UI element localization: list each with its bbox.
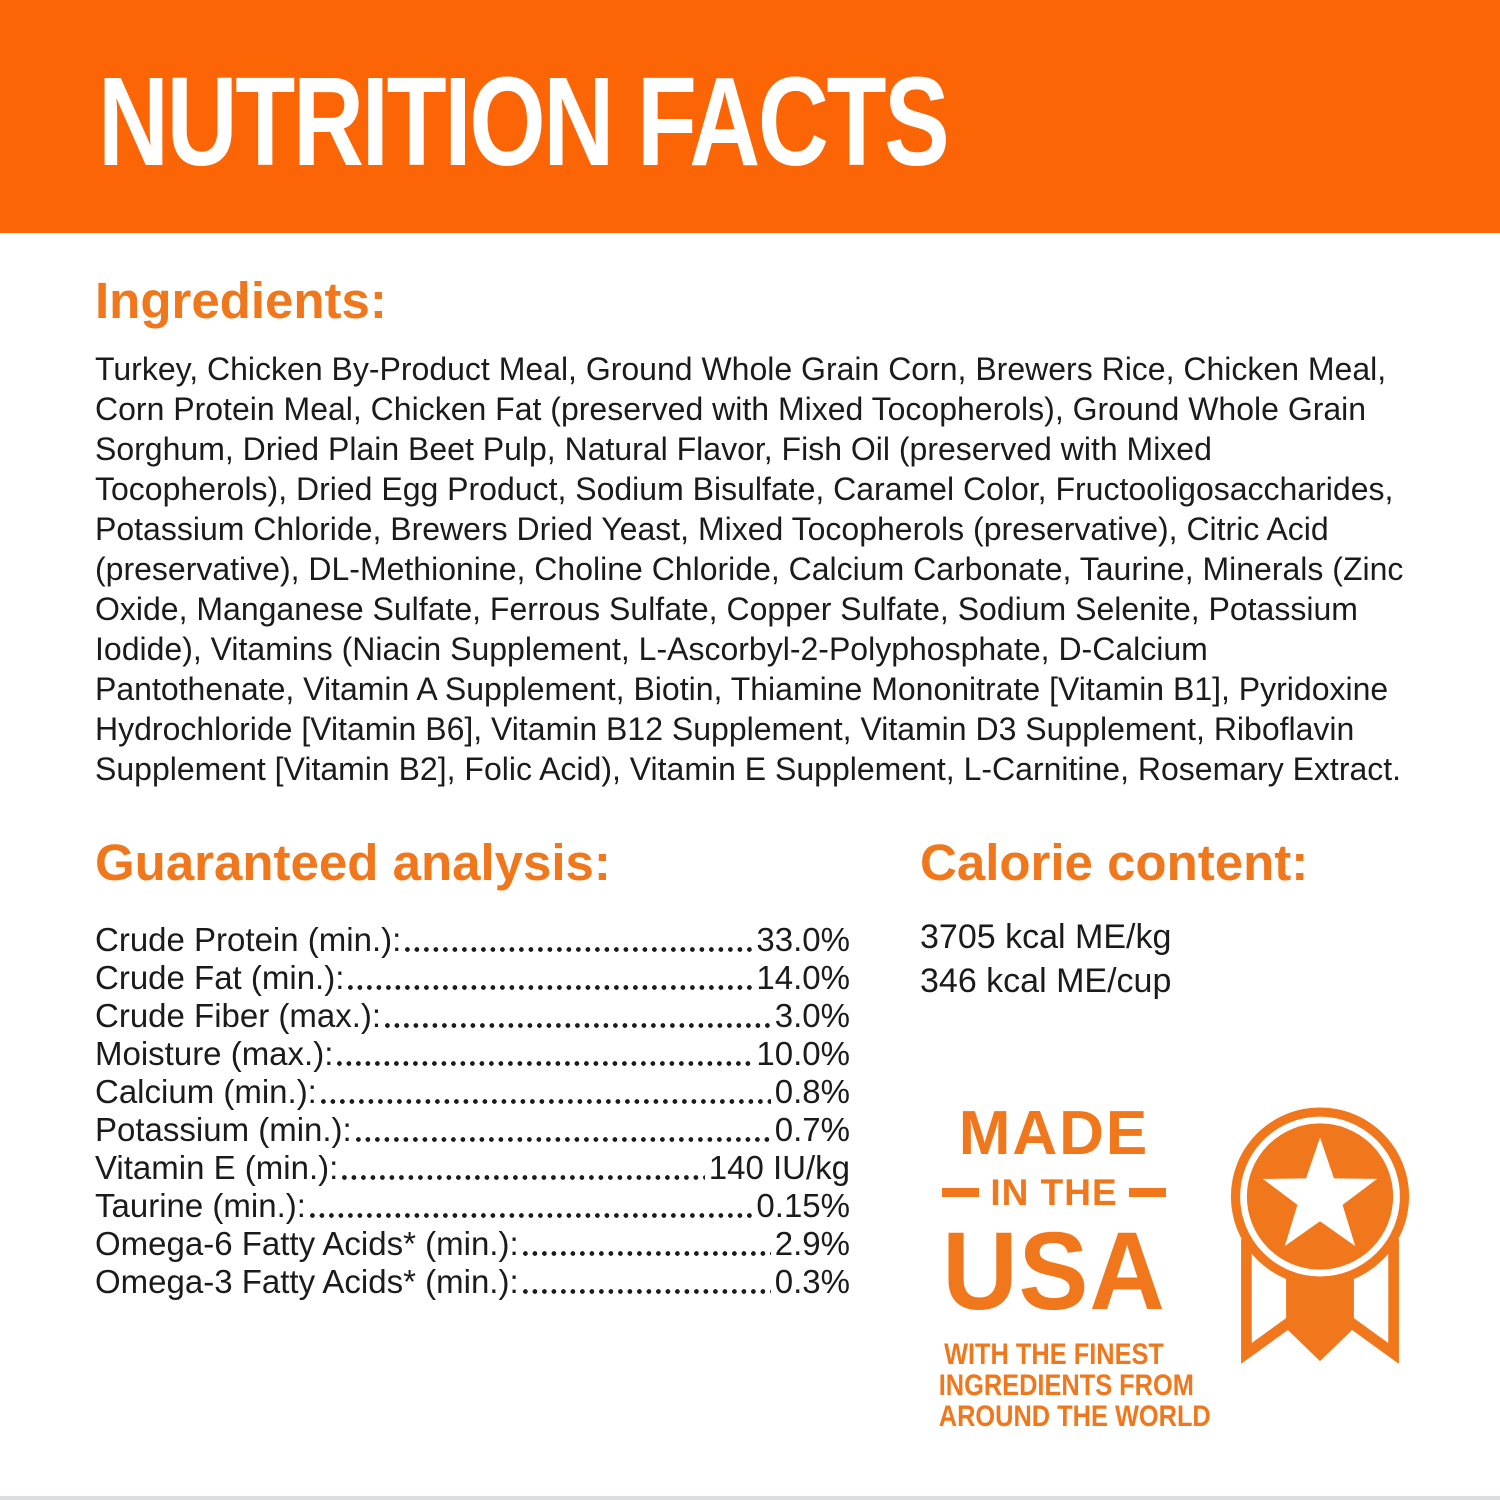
analysis-value: 33.0%: [756, 921, 850, 959]
calorie-values: 3705 kcal ME/kg 346 kcal ME/cup: [920, 915, 1412, 1003]
banner: NUTRITION FACTS: [0, 0, 1500, 233]
usa-label: USA: [942, 1210, 1166, 1334]
usa-subtext-line: AROUND THE WORLD: [938, 1400, 1211, 1434]
analysis-value: 3.0%: [774, 997, 850, 1035]
analysis-value: 0.8%: [774, 1073, 850, 1111]
medal-inner-ring: [1240, 1116, 1400, 1277]
analysis-value: 0.3%: [774, 1263, 850, 1301]
in-the-label-row: IN THE: [920, 1174, 1188, 1211]
analysis-row-vitamin-e: Vitamin E (min.): 140 IU/kg: [95, 1149, 850, 1187]
analysis-row-calcium: Calcium (min.): 0.8%: [95, 1073, 850, 1111]
usa-subtext-line: INGREDIENTS FROM: [938, 1369, 1194, 1403]
analysis-value: 14.0%: [756, 959, 850, 997]
analysis-row-crude-fiber: Crude Fiber (max.): 3.0%: [95, 997, 850, 1035]
star-icon: [1262, 1137, 1378, 1247]
made-in-usa-badge: MADE IN THE USA WITH THE FINEST INGREDIE…: [920, 1103, 1412, 1432]
analysis-label: Crude Fat (min.):: [95, 959, 345, 997]
analysis-label: Crude Protein (min.):: [95, 921, 402, 959]
ribbon-award-star-icon: [1230, 1107, 1410, 1365]
page-title: NUTRITION FACTS: [98, 50, 950, 192]
ingredients-text: Turkey, Chicken By-Product Meal, Ground …: [95, 351, 1404, 788]
analysis-row-moisture: Moisture (max.): 10.0%: [95, 1035, 850, 1073]
analysis-row-crude-fat: Crude Fat (min.): 14.0%: [95, 959, 850, 997]
analysis-label: Vitamin E (min.):: [95, 1149, 339, 1187]
usa-subtext-line: WITH THE FINEST: [944, 1338, 1164, 1372]
analysis-value: 140 IU/kg: [708, 1149, 850, 1187]
analysis-label: Omega-3 Fatty Acids* (min.):: [95, 1263, 519, 1301]
guaranteed-analysis-table: Crude Protein (min.): 33.0% Crude Fat (m…: [95, 921, 850, 1301]
analysis-row-omega-6: Omega-6 Fatty Acids* (min.): 2.9%: [95, 1225, 850, 1263]
analysis-value: 0.15%: [756, 1187, 850, 1225]
ingredients-section: Ingredients: Turkey, Chicken By-Product …: [95, 272, 1405, 789]
analysis-row-crude-protein: Crude Protein (min.): 33.0%: [95, 921, 850, 959]
analysis-row-taurine: Taurine (min.): 0.15%: [95, 1187, 850, 1225]
analysis-label: Potassium (min.):: [95, 1111, 352, 1149]
analysis-label: Taurine (min.):: [95, 1187, 306, 1225]
analysis-row-potassium: Potassium (min.): 0.7%: [95, 1111, 850, 1149]
analysis-label: Omega-6 Fatty Acids* (min.):: [95, 1225, 519, 1263]
analysis-and-calorie-section: Guaranteed analysis: Crude Protein (min.…: [95, 834, 1410, 1432]
in-the-label: IN THE: [990, 1172, 1118, 1214]
made-label: MADE: [958, 1099, 1150, 1169]
usa-subtext: WITH THE FINEST INGREDIENTS FROM AROUND …: [938, 1338, 1211, 1434]
calorie-content-heading: Calorie content:: [920, 834, 1309, 892]
calorie-per-cup: 346 kcal ME/cup: [920, 962, 1172, 1001]
analysis-label: Crude Fiber (max.):: [95, 997, 382, 1035]
content: Ingredients: Turkey, Chicken By-Product …: [0, 272, 1500, 1496]
calorie-content-section: Calorie content: 3705 kcal ME/kg 346 kca…: [920, 834, 1412, 1432]
dash-decoration-left: [942, 1188, 980, 1198]
ingredients-heading: Ingredients:: [95, 272, 387, 329]
calorie-per-kg: 3705 kcal ME/kg: [920, 918, 1172, 957]
dash-decoration-right: [1128, 1188, 1166, 1198]
made-in-usa-text: MADE IN THE USA WITH THE FINEST INGREDIE…: [920, 1099, 1211, 1434]
analysis-row-omega-3: Omega-3 Fatty Acids* (min.): 0.3%: [95, 1263, 850, 1301]
analysis-label: Moisture (max.):: [95, 1035, 334, 1073]
analysis-value: 10.0%: [756, 1035, 850, 1073]
guaranteed-analysis-section: Guaranteed analysis: Crude Protein (min.…: [95, 834, 850, 1432]
guaranteed-analysis-heading: Guaranteed analysis:: [95, 834, 611, 892]
analysis-value: 2.9%: [774, 1225, 850, 1263]
analysis-value: 0.7%: [774, 1111, 850, 1149]
analysis-label: Calcium (min.):: [95, 1073, 317, 1111]
